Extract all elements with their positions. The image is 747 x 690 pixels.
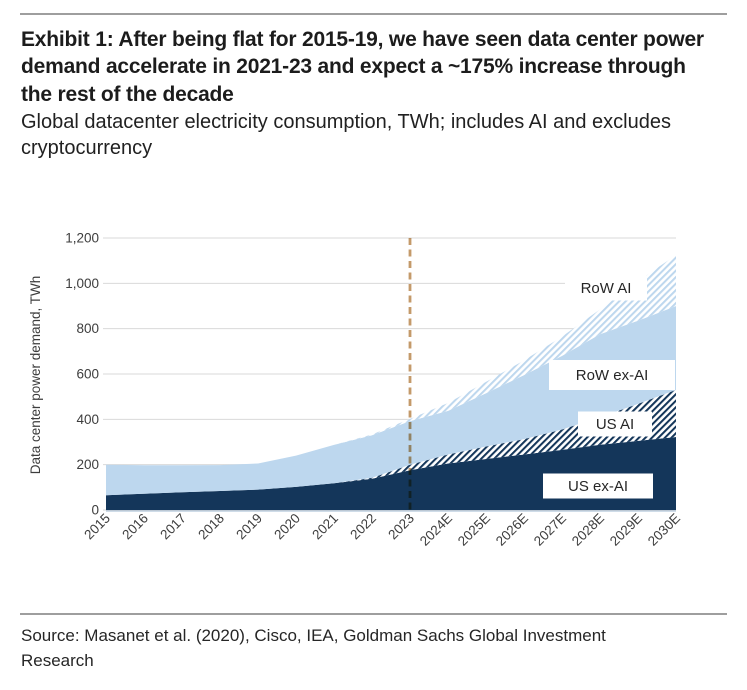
annotation-label: US AI [596,416,634,433]
y-axis-title: Data center power demand, TWh [28,276,43,475]
x-tick-label: 2024E [417,511,455,549]
top-divider-rule [20,13,727,15]
x-tick-label: 2022 [347,511,379,543]
y-tick-label: 800 [76,321,99,336]
x-tick-label: 2023 [385,511,417,543]
x-tick-label: 2015 [81,511,113,543]
x-tick-label: 2028E [569,511,607,549]
y-tick-label: 400 [76,412,99,427]
exhibit-title: Exhibit 1: After being flat for 2015-19,… [21,28,704,106]
y-tick-label: 200 [76,457,99,472]
x-tick-label: 2029E [607,511,645,549]
stacked-area-chart: 0 200 400 600 800 1,000 1,200 Data center power… [0,210,747,610]
annotation-box [549,360,675,390]
x-tick-label: 2019 [233,511,265,543]
area-band-us-ex-ai [106,437,676,510]
x-tick-label: 2030E [645,511,683,549]
x-tick-label: 2020 [271,511,303,543]
annotation-label: RoW ex-AI [576,367,649,384]
source-note: Source: Masanet et al. (2020), Cisco, IE… [21,626,606,670]
x-tick-label: 2018 [195,511,227,543]
annotation-box [565,275,647,301]
y-tick-label: 1,200 [65,231,99,246]
annotation-box [578,411,652,437]
x-tick-label: 2026E [493,511,531,549]
exhibit-subtitle: Global datacenter electricity consumptio… [21,111,671,159]
y-tick-label: 600 [76,367,99,382]
x-tick-label: 2021 [309,511,341,543]
chart-canvas: 0 200 400 600 800 1,000 1,200 Data center power… [28,231,683,549]
x-tick-label: 2025E [455,511,493,549]
annotation-label: US ex-AI [568,478,628,495]
x-tick-label: 2017 [157,511,189,543]
bottom-divider-rule [20,613,727,615]
x-tick-label: 2016 [119,511,151,543]
area-band-us-ai [106,389,676,496]
y-tick-label: 1,000 [65,276,99,291]
area-band-row-ex-ai [106,306,676,496]
y-tick-label: 0 [91,503,99,518]
x-tick-label: 2027E [531,511,569,549]
annotation-box [543,473,653,499]
annotation-label: RoW AI [581,280,632,297]
